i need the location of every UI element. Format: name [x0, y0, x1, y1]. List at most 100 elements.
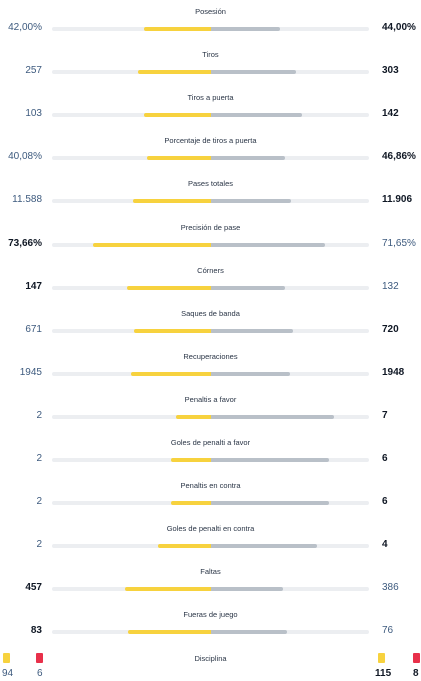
away-bar-fill: [210, 458, 330, 462]
stat-title: Córners: [197, 265, 224, 275]
comparison-bar: [52, 587, 369, 592]
home-value: 2: [36, 539, 42, 551]
stat-row: Córners 147 132: [0, 259, 421, 302]
home-bar-fill: [124, 587, 211, 592]
stat-row: Fueras de juego 83 76: [0, 603, 421, 646]
away-value: 44,00%: [382, 22, 416, 33]
away-value: 132: [382, 280, 399, 292]
stat-title: Fueras de juego: [183, 610, 238, 620]
home-red-card-icon: [36, 653, 43, 663]
stat-row: Penaltis a favor 2 7: [0, 388, 421, 431]
away-bar-fill: [210, 113, 303, 118]
away-value: 720: [382, 323, 399, 335]
away-bar-fill: [210, 328, 293, 333]
home-bar-fill: [131, 371, 211, 376]
home-value: 457: [25, 582, 42, 594]
home-bar-fill: [137, 70, 211, 75]
stat-row: Saques de banda 671 720: [0, 302, 421, 345]
away-red-count: 8: [413, 668, 419, 679]
away-bar-fill: [210, 630, 287, 635]
away-bar-fill: [210, 501, 330, 506]
stat-row: Goles de penalti a favor 2 6: [0, 431, 421, 474]
stat-title: Tiros: [202, 50, 219, 60]
away-red-card-icon: [413, 653, 420, 663]
home-bar-fill: [132, 199, 211, 204]
home-value: 1945: [19, 366, 42, 378]
away-yellow-card-icon: [378, 653, 385, 663]
stat-title: Faltas: [200, 567, 221, 577]
away-bar-fill: [210, 371, 290, 376]
home-value: 42,00%: [8, 22, 42, 33]
home-value: 257: [25, 65, 42, 77]
stat-title: Porcentaje de tiros a puerta: [164, 136, 257, 146]
away-value: 6: [382, 453, 388, 464]
away-value: 76: [382, 625, 394, 637]
stat-title: Penaltis a favor: [184, 394, 237, 404]
discipline-row: 94 6 Disciplina 115 8: [0, 645, 421, 681]
home-bar-fill: [128, 630, 211, 635]
away-value: 4: [382, 539, 388, 551]
away-value: 71,65%: [382, 237, 416, 249]
home-bar-fill: [147, 156, 211, 161]
away-bar-fill: [210, 242, 325, 247]
home-yellow-card-icon: [3, 653, 10, 663]
stat-row: Pases totales 11.588 11.906: [0, 172, 421, 215]
comparison-bar: [52, 113, 369, 118]
home-bar-fill: [175, 414, 211, 419]
stat-title: Pases totales: [187, 179, 234, 189]
away-bar-fill: [210, 156, 285, 161]
home-value: 40,08%: [8, 151, 42, 163]
home-value: 83: [30, 625, 42, 637]
stat-row: Precisión de pase 73,66% 71,65%: [0, 216, 421, 259]
stat-row: Porcentaje de tiros a puerta 40,08% 46,86%: [0, 129, 421, 172]
stat-title: Goles de penalti en contra: [166, 524, 255, 534]
comparison-bar: [52, 414, 369, 419]
comparison-bar: [52, 156, 369, 161]
stat-title: Goles de penalti a favor: [170, 438, 251, 447]
comparison-bar: [52, 544, 369, 549]
away-bar-fill: [210, 414, 335, 419]
away-value: 142: [382, 108, 399, 120]
away-yellow-count: 115: [375, 668, 392, 679]
comparison-bar: [52, 371, 369, 376]
comparison-bar: [52, 27, 369, 31]
away-value: 7: [382, 409, 388, 421]
away-value: 303: [382, 65, 399, 77]
stat-title: Recuperaciones: [183, 351, 238, 361]
home-bar-fill: [93, 242, 211, 247]
comparison-bar: [52, 285, 369, 290]
away-value: 1948: [382, 366, 405, 378]
home-bar-fill: [134, 328, 211, 333]
away-bar-fill: [210, 587, 284, 592]
stat-title: Precisión de pase: [180, 222, 241, 232]
stat-row: Penaltis en contra 2 6: [0, 474, 421, 517]
home-red-count: 6: [37, 668, 43, 679]
stat-title: Posesión: [195, 7, 226, 16]
home-value: 2: [36, 496, 42, 508]
home-bar-fill: [126, 285, 211, 290]
comparison-bar: [52, 70, 369, 75]
stat-title: Penaltis en contra: [180, 481, 241, 491]
comparison-bar: [52, 630, 369, 635]
stat-row: Goles de penalti en contra 2 4: [0, 517, 421, 560]
comparison-bar: [52, 199, 369, 204]
home-yellow-count: 94: [2, 668, 14, 679]
home-bar-fill: [170, 458, 211, 462]
stat-title: Saques de banda: [181, 308, 240, 318]
comparison-bar: [52, 501, 369, 506]
comparison-bar: [52, 458, 369, 462]
away-value: 46,86%: [382, 151, 416, 163]
home-bar-fill: [158, 544, 211, 549]
stat-row: Recuperaciones 1945 1948: [0, 345, 421, 388]
home-value: 73,66%: [8, 237, 42, 249]
stat-row: Faltas 457 386: [0, 560, 421, 603]
away-bar-fill: [210, 70, 297, 75]
home-value: 103: [25, 108, 42, 120]
stat-row: Tiros 257 303: [0, 43, 421, 86]
comparison-bar: [52, 242, 369, 247]
home-value: 2: [36, 409, 42, 421]
home-value: 671: [25, 323, 42, 335]
discipline-title: Disciplina: [194, 654, 227, 663]
away-value: 11.906: [382, 194, 413, 206]
away-value: 6: [382, 496, 388, 508]
